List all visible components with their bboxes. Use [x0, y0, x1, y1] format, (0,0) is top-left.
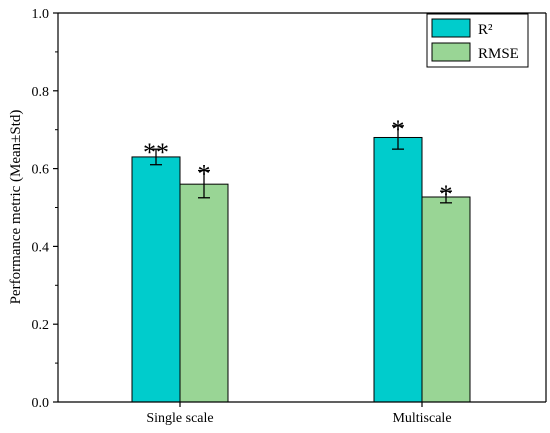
error-bar-rmse-single-scale	[198, 169, 210, 199]
bar-rmse-multiscale	[421, 196, 471, 403]
significance-mark: **	[143, 138, 169, 167]
significance-mark: *	[198, 160, 211, 189]
error-bar-r2-multiscale	[392, 125, 404, 150]
legend-label: RMSE	[478, 46, 519, 62]
y-tick-label: 0.6	[32, 163, 50, 178]
y-tick-label: 0.4	[32, 240, 50, 255]
significance-mark: *	[392, 115, 405, 144]
error-bars-layer	[150, 125, 452, 204]
axes-layer: 0.0 0.2 0.4 0.6 0.8 1.0 Single scale Multiscale	[32, 7, 547, 426]
bars-layer	[131, 136, 471, 403]
bar-rmse-single-scale	[179, 183, 229, 403]
legend: R² RMSE	[426, 13, 529, 68]
error-bar-rmse-multiscale	[440, 190, 452, 204]
y-tick-label: 0.0	[32, 396, 50, 411]
y-tick-label: 0.8	[32, 85, 50, 100]
bar-r2-multiscale	[373, 136, 423, 403]
error-bar-r2-single-scale	[150, 148, 162, 166]
x-tick-label: Multiscale	[392, 411, 451, 426]
legend-swatch	[431, 42, 471, 62]
significance-mark: *	[440, 180, 453, 209]
legend-label: R²	[478, 22, 493, 38]
significance-layer: *****	[143, 115, 453, 209]
x-tick-label: Single scale	[146, 411, 213, 426]
legend-swatch	[431, 18, 471, 38]
y-tick-label: 0.2	[32, 318, 50, 333]
y-tick-label: 1.0	[32, 7, 50, 22]
y-axis-title: Performance metric (Mean±Std)	[8, 110, 24, 305]
bar-r2-single-scale	[131, 156, 181, 403]
